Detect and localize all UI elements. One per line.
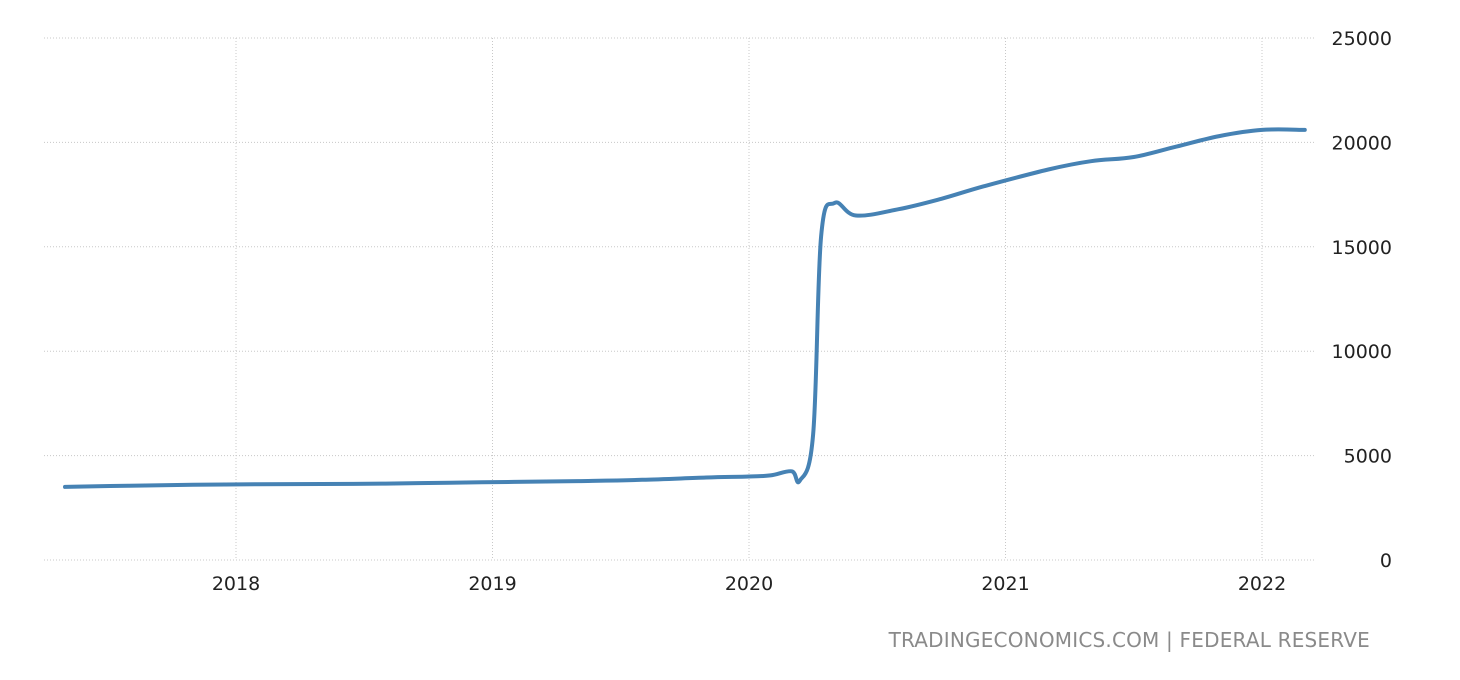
x-axis-ticks: 2018 2019 2020 2021 2022 — [212, 573, 1286, 595]
x-tick-label: 2022 — [1238, 573, 1286, 595]
y-tick-label: 5000 — [1344, 446, 1392, 468]
y-tick-label: 25000 — [1332, 28, 1392, 50]
y-tick-label: 10000 — [1332, 341, 1392, 363]
x-tick-label: 2019 — [468, 573, 516, 595]
chart-grid — [44, 37, 1316, 561]
y-axis-ticks: 0 5000 10000 15000 20000 25000 — [1332, 28, 1392, 572]
y-tick-label: 0 — [1380, 550, 1392, 572]
y-tick-label: 20000 — [1332, 132, 1392, 154]
x-tick-label: 2018 — [212, 573, 260, 595]
chart-series — [63, 127, 1307, 489]
source-label: TRADINGECONOMICS.COM | FEDERAL RESERVE — [888, 628, 1370, 652]
y-tick-label: 15000 — [1332, 237, 1392, 259]
x-tick-label: 2020 — [725, 573, 773, 595]
series-line — [63, 127, 1307, 489]
x-tick-label: 2021 — [981, 573, 1029, 595]
